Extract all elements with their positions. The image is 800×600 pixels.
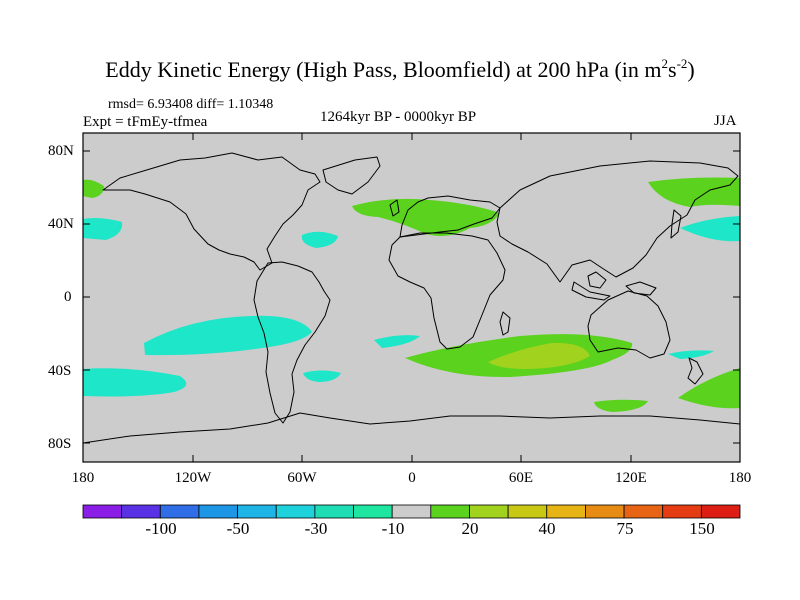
south-america-coastline: [253, 261, 331, 424]
anomaly-region-europe-positive: [352, 198, 500, 236]
lon-label-180w: 180: [71, 470, 95, 486]
experiment-label: Expt = tFmEy-tfmea: [83, 114, 208, 130]
lon-label-0: 0: [408, 470, 416, 486]
colorbar-label: 40: [538, 519, 556, 538]
anomaly-fills: [83, 177, 740, 412]
colorbar-label: -50: [226, 519, 250, 538]
lon-label-60e: 60E: [508, 470, 534, 486]
colorbar-swatch: [159, 504, 200, 519]
lon-label-120e: 120E: [615, 470, 647, 486]
colorbar-label: -100: [145, 519, 177, 538]
anomaly-region-n-pacific-west-negative: [83, 218, 123, 240]
indonesia-coastline: [571, 281, 611, 301]
lat-label-0: 0: [64, 289, 72, 305]
colorbar-swatch: [353, 504, 393, 519]
colorbar-swatch: [700, 504, 741, 519]
stats-text: rmsd= 6.93408 diff= 1.10348: [108, 97, 274, 112]
season-label: JJA: [714, 113, 737, 129]
map-ticks: [83, 133, 740, 462]
asia-coastline: [496, 160, 739, 283]
anomaly-region-sw-pacific-positive: [678, 368, 740, 409]
madagascar-coastline: [499, 311, 511, 336]
anomaly-region-s-pacific-negative: [144, 315, 312, 356]
lon-label-60w: 60W: [287, 470, 317, 486]
colorbar-swatch: [82, 504, 123, 519]
new-zealand-coastline: [687, 357, 704, 385]
colorbar-swatch: [391, 504, 432, 519]
period-label: 1264kyr BP - 0000kyr BP: [320, 109, 477, 125]
colorbar-swatch: [546, 504, 586, 519]
lat-label-40n: 40N: [48, 216, 74, 232]
colorbar-swatch: [507, 504, 548, 519]
anomaly-region-se-pacific-negative: [83, 368, 187, 397]
anomaly-region-s-america-negative: [303, 370, 341, 382]
colorbar-swatch: [121, 504, 161, 519]
africa-coastline: [388, 232, 506, 350]
colorbar-swatch: [314, 504, 354, 519]
anomaly-region-n-atlantic-negative: [301, 231, 338, 248]
lat-label-80s: 80S: [48, 436, 72, 452]
colorbar-swatch: [430, 504, 470, 519]
chart-title: Eddy Kinetic Energy (High Pass, Bloomfie…: [105, 56, 695, 82]
colorbar-label: -30: [304, 519, 328, 538]
japan-coastline: [670, 209, 682, 239]
new-guinea-coastline: [625, 281, 657, 296]
colorbar-swatch: [469, 504, 509, 519]
colorbar-swatch: [585, 504, 625, 519]
greenland-coastline: [322, 156, 381, 195]
colorbar-label: 20: [461, 519, 479, 538]
colorbar-swatch: [198, 504, 238, 519]
lon-label-120w: 120W: [174, 470, 212, 486]
map-background: [83, 133, 740, 462]
colorbar: [82, 504, 741, 519]
borneo-coastline: [587, 271, 607, 289]
colorbar-swatch: [623, 504, 664, 519]
lat-label-40s: 40S: [48, 363, 72, 379]
anomaly-region-ne-asia-positive: [648, 177, 740, 207]
colorbar-label: 75: [616, 519, 634, 538]
british-isles-coastline: [389, 199, 400, 217]
anomaly-region-s-atlantic-negative: [374, 335, 420, 348]
lat-label-80n: 80N: [48, 143, 74, 159]
europe-coastline: [399, 195, 501, 238]
lon-label-180e: 180: [728, 470, 752, 486]
colorbar-swatch: [275, 504, 316, 519]
anomaly-region-southern-indian-strong-positive: [488, 342, 590, 369]
antarctica-coastline: [83, 412, 740, 444]
anomaly-region-tasman-negative: [668, 350, 714, 359]
colorbar-label: -10: [381, 519, 405, 538]
colorbar-swatch: [237, 504, 277, 519]
coastlines: [83, 152, 740, 444]
anomaly-region-nw-pacific-positive: [83, 179, 104, 198]
colorbar-swatch: [662, 504, 702, 519]
north-america-coastline: [102, 152, 321, 271]
colorbar-label: 150: [689, 519, 715, 538]
anomaly-region-s-australia-positive: [594, 399, 648, 412]
anomaly-region-nw-pacific-negative: [680, 216, 740, 242]
